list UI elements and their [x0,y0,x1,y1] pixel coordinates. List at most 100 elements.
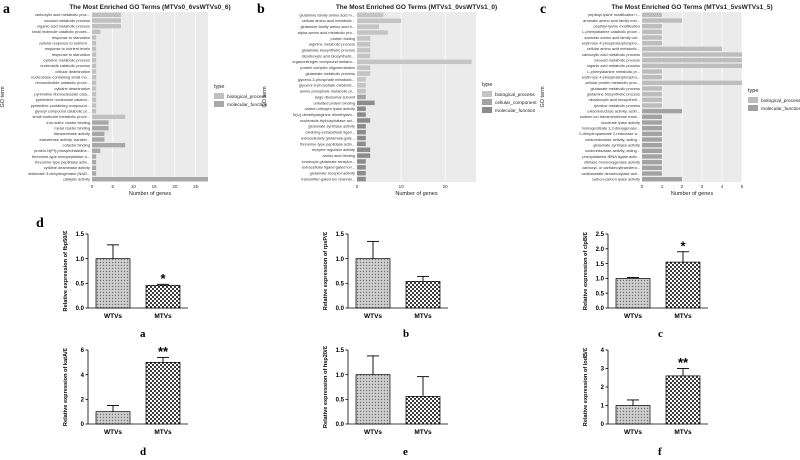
go-term-label: ionotropic glutamate receptor... [302,159,355,164]
y-axis-label: Relative expression of hsp20/Ɛ [323,345,329,428]
go-bar [642,148,662,153]
go-bar [642,35,662,40]
go-bar [357,18,402,24]
x-tick-label: 3 [701,184,704,189]
x-tick-label: 20 [172,184,178,189]
go-bar [642,24,662,29]
go-term-label: L-phenylalanine metabolic pr... [587,69,640,74]
y-tick-label: 6 [81,348,85,354]
go-term-label: carboxylic acid metabolic proc... [35,12,90,17]
plot-background [642,12,742,182]
y-tick-label: 1 [601,404,605,410]
go-bar [357,176,366,182]
go-term-label: glutamate metabolic process [590,86,640,91]
y-axis-label: Relative expression of fbp50/Ɛ [63,230,69,311]
go-term-label: carbon-carbon lyase activity [592,177,640,182]
go-term-label: pyrimidine-containing compound... [31,103,90,108]
go-bar [92,58,97,63]
go-term-label: extracellular ligand-gated ion... [302,165,355,170]
expression-bar [355,374,391,425]
go-term-label: oxoacid metabolic process [44,18,90,23]
go-term-label: amine phosphate metabolic pr... [300,89,355,94]
y-tick-label: 2 [601,385,605,391]
x-tick-label: WTVs [364,313,382,320]
expression-bar [145,284,181,309]
legend-swatch [214,101,224,107]
y-tick-label: 1.0 [336,257,345,263]
chart-title: The Most Enriched GO Terms (MTVs1_0vsWTV… [336,4,497,11]
go-term-label: shikimate 3-dehydrogenase (NAD... [28,171,90,176]
go-term-label: erythrose 4-phosphate/phospho... [582,75,640,80]
go-term-label: tyrosine metabolic process [594,103,640,108]
x-tick-label: 20 [443,184,449,189]
x-tick-label: 15 [152,184,158,189]
x-tick-label: WTVs [624,313,642,320]
go-term-label: erythrose 4-phosphate/phospho... [582,41,640,46]
legend-entry: cellular_component [495,100,537,106]
go-term-label: threonine-type peptidase activ... [300,141,355,146]
x-axis-label: Number of genes [129,191,171,197]
go-term-label: response to starvation [52,35,90,40]
y-tick-label: 0.0 [336,306,345,312]
panel-label-b: b [257,2,265,17]
legend-swatch [748,97,758,103]
go-bar [92,69,97,74]
go-term-label: transferase activity, transfer... [39,137,90,142]
x-tick-label: 2 [681,184,684,189]
x-tick-label: MTVs [674,429,692,436]
significance-marker: ** [158,344,169,359]
expression-bar [615,405,651,425]
go-bar [357,59,472,65]
go-bar [642,46,722,51]
y-tick-label: 1.0 [596,277,605,283]
go-term-label: response to starvation [52,52,90,57]
go-bar [357,165,366,170]
go-term-label: aromatic amino acid family cat... [584,35,640,40]
go-bar [642,29,662,34]
go-bar [357,112,366,117]
x-tick-label: MTVs [414,313,432,320]
expression-bar [95,411,131,425]
y-axis-label: Relative expression of katA/Ɛ [63,347,69,426]
go-bar [357,36,371,41]
qpcr-chart-d: 0 2 4 6 WTVs ** MTVs Relative expression of kat… [63,344,188,436]
go-term-label: alpha-amino acid metabolic pro... [298,30,355,35]
go-term-label: peptidyl-lysine modification [594,24,641,29]
go-term-label: glutamate receptor activity [310,171,355,176]
go-term-label: glutamate metabolic process [305,71,355,76]
go-term-label: threonine-type peptidase activ... [35,160,90,165]
go-bar [642,18,682,23]
sub-label-c: c [658,328,663,340]
x-tick-label: 5 [111,184,114,189]
go-bar [357,65,371,70]
expression-bar [95,258,131,309]
go-bar [92,12,121,17]
go-bar [642,58,742,63]
go-chart-c: The Most Enriched GO Terms (MTVs1_5vsWTV… [540,4,800,197]
go-bar [92,154,97,159]
y-tick-label: 1.5 [336,348,345,354]
x-tick-label: 10 [131,184,137,189]
legend-entry: molecular_function [227,102,268,108]
go-bar [642,120,662,125]
go-term-label: cellular response to nutrient... [39,41,90,46]
go-term-label: carbon-nitrogen lyase activity [305,106,355,111]
x-tick-label: 0 [356,184,359,189]
go-bar [357,12,384,18]
go-bar [357,94,366,100]
go-bar [357,124,366,129]
go-term-label: organonitrogen compound metabo... [292,59,355,64]
go-term-label: cellular amino acid metabolic... [302,18,355,23]
go-term-label: ribonucleotide catabolic proce... [35,80,90,85]
go-bar [357,88,366,94]
qpcr-chart-c: 0.0 0.5 1.0 1.5 2.0 2.5 WTVs * MTVs Relative expr… [583,231,708,320]
go-bar [92,80,97,85]
go-term-label: organic acid metabolic process [587,63,640,68]
go-bar [642,114,662,119]
x-tick-label: 25 [193,184,199,189]
go-bar [642,80,742,85]
go-term-label: large ribosomal subunit [315,94,356,99]
go-bar [357,42,371,47]
go-term-label: small molecule catabolic proces... [32,29,90,34]
go-bar [357,153,371,158]
